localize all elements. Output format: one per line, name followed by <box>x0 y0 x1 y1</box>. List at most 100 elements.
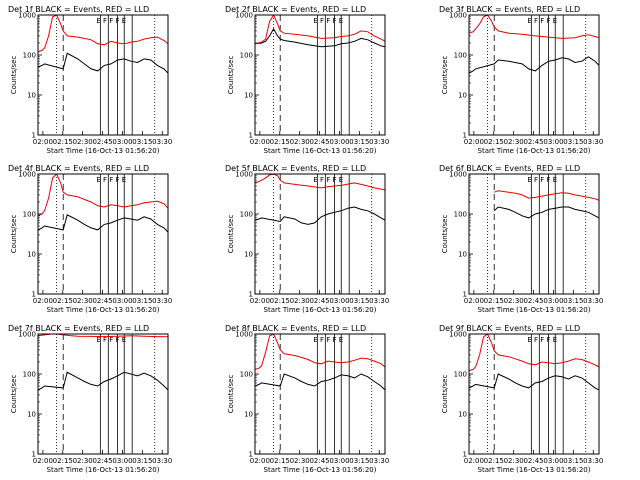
series-lld-line <box>38 174 168 217</box>
plot-frame <box>468 173 600 295</box>
y-axis-label: Counts/sec <box>10 215 18 254</box>
y-tick-label: 10 <box>27 411 36 419</box>
panel-title: Det 3f BLACK = Events, RED = LLD <box>439 5 580 14</box>
x-tick-label: 02:45 <box>92 138 112 146</box>
x-axis-label: Start Time (16-Oct-13 01:56:20) <box>264 306 377 314</box>
x-tick-label: 02:00 <box>250 297 270 305</box>
x-tick-label: 03:00 <box>329 297 349 305</box>
x-tick-label: 02:15 <box>484 138 504 146</box>
panel-det-9: Det 9f BLACK = Events, RED = LLD E F F F … <box>439 324 603 474</box>
x-tick-label: 02:00 <box>464 297 484 305</box>
x-tick-label: 02:15 <box>484 457 504 465</box>
y-tick-label: 10 <box>27 251 36 259</box>
x-tick-label: 02:15 <box>53 297 73 305</box>
y-tick-label: 10 <box>27 92 36 100</box>
flag-labels: E F F F E <box>527 176 557 184</box>
x-tick-label: 03:00 <box>112 457 132 465</box>
y-tick-label: 100 <box>23 211 36 219</box>
series-lld-line <box>255 334 385 370</box>
x-tick-label: 03:30 <box>583 457 603 465</box>
x-tick-label: 02:30 <box>73 457 93 465</box>
x-tick-label: 02:45 <box>309 457 329 465</box>
y-axis-label: Counts/sec <box>10 56 18 95</box>
panel-det-4: Det 4f BLACK = Events, RED = LLD E F F F … <box>8 164 172 314</box>
x-tick-label: 03:15 <box>132 297 152 305</box>
flag-labels: E F F F E <box>313 17 343 25</box>
x-tick-label: 02:30 <box>290 138 310 146</box>
plot-frame <box>254 14 386 136</box>
y-tick-label: 10 <box>458 251 467 259</box>
x-tick-label: 02:30 <box>504 297 524 305</box>
panel-det-5: Det 5f BLACK = Events, RED = LLD E F F F … <box>225 164 389 314</box>
series-lld-line <box>38 334 168 338</box>
y-tick-label: 100 <box>240 371 253 379</box>
panel-det-1: Det 1f BLACK = Events, RED = LLD E F F F … <box>8 5 172 155</box>
y-tick-label: 1 <box>463 132 467 140</box>
x-tick-label: 02:45 <box>309 138 329 146</box>
series-lld-line <box>469 334 599 372</box>
flag-labels: E F F F E <box>313 336 343 344</box>
y-tick-label: 1 <box>32 451 36 459</box>
x-tick-label: 02:45 <box>92 457 112 465</box>
y-tick-label: 100 <box>23 371 36 379</box>
panel-title: Det 5f BLACK = Events, RED = LLD <box>225 164 366 173</box>
x-tick-label: 03:30 <box>152 457 172 465</box>
x-axis-label: Start Time (16-Oct-13 01:56:20) <box>478 306 591 314</box>
panel-title: Det 1f BLACK = Events, RED = LLD <box>8 5 149 14</box>
panel-title: Det 2f BLACK = Events, RED = LLD <box>225 5 366 14</box>
x-tick-label: 02:45 <box>523 457 543 465</box>
series-lld-line <box>255 15 385 45</box>
x-tick-label: 02:15 <box>53 138 73 146</box>
x-axis-label: Start Time (16-Oct-13 01:56:20) <box>47 466 160 474</box>
flag-labels: E F F F E <box>96 336 126 344</box>
x-axis-label: Start Time (16-Oct-13 01:56:20) <box>47 306 160 314</box>
y-tick-label: 1 <box>32 291 36 299</box>
x-tick-label: 03:30 <box>152 297 172 305</box>
x-tick-label: 02:30 <box>73 138 93 146</box>
panel-title: Det 4f BLACK = Events, RED = LLD <box>8 164 149 173</box>
x-tick-label: 03:15 <box>132 138 152 146</box>
x-axis-label: Start Time (16-Oct-13 01:56:20) <box>264 147 377 155</box>
x-axis-label: Start Time (16-Oct-13 01:56:20) <box>47 147 160 155</box>
y-tick-label: 100 <box>23 52 36 60</box>
y-tick-label: 1000 <box>235 12 253 20</box>
x-tick-label: 02:15 <box>270 457 290 465</box>
x-tick-label: 02:30 <box>290 457 310 465</box>
plot-frame <box>254 173 386 295</box>
series-events-line <box>38 371 168 391</box>
x-tick-label: 02:00 <box>33 457 53 465</box>
y-tick-label: 1000 <box>18 12 36 20</box>
y-tick-label: 1000 <box>235 171 253 179</box>
series-events-line <box>255 27 385 48</box>
x-tick-label: 02:45 <box>309 297 329 305</box>
x-tick-label: 02:00 <box>250 457 270 465</box>
x-tick-label: 02:00 <box>33 138 53 146</box>
panel-det-6: Det 6f BLACK = Events, RED = LLD E F F F … <box>439 164 603 314</box>
y-tick-label: 1 <box>463 451 467 459</box>
plot-frame <box>37 14 169 136</box>
y-tick-label: 100 <box>454 371 467 379</box>
x-tick-label: 03:15 <box>349 138 369 146</box>
panel-title: Det 6f BLACK = Events, RED = LLD <box>439 164 580 173</box>
x-tick-label: 02:00 <box>250 138 270 146</box>
series-lld-line <box>255 174 385 191</box>
x-tick-label: 03:15 <box>349 457 369 465</box>
x-axis-label: Start Time (16-Oct-13 01:56:20) <box>264 466 377 474</box>
y-tick-label: 1 <box>249 291 253 299</box>
x-tick-label: 02:30 <box>290 297 310 305</box>
y-tick-label: 10 <box>244 92 253 100</box>
x-tick-label: 02:45 <box>92 297 112 305</box>
x-tick-label: 02:15 <box>270 138 290 146</box>
flag-labels: E F F F E <box>313 176 343 184</box>
flag-labels: E F F F E <box>527 17 557 25</box>
series-events-line <box>469 56 599 74</box>
series-events-line <box>38 52 168 74</box>
x-tick-label: 02:30 <box>73 297 93 305</box>
x-tick-label: 02:15 <box>53 457 73 465</box>
panel-title: Det 7f BLACK = Events, RED = LLD <box>8 324 149 333</box>
x-tick-label: 02:00 <box>464 457 484 465</box>
x-tick-label: 03:00 <box>543 457 563 465</box>
x-tick-label: 03:15 <box>563 457 583 465</box>
y-tick-label: 1 <box>463 291 467 299</box>
